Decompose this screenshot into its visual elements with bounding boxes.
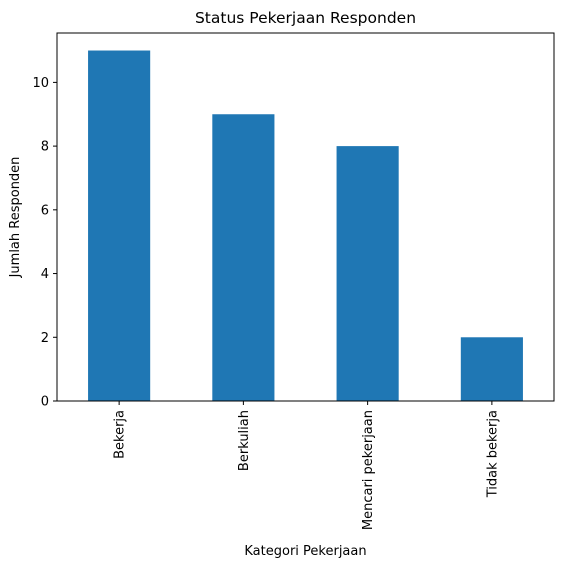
x-axis-ticks: Bekerja Berkuliah Mencari pekerjaan Tidak b…	[113, 401, 500, 530]
plot-frame	[56, 32, 555, 402]
y-tick-label: 6	[41, 203, 49, 218]
y-tick-label: 0	[41, 395, 49, 410]
y-tick-label: 2	[41, 331, 49, 346]
bars-layer	[88, 50, 523, 402]
x-tick-label: Mencari pekerjaan	[361, 410, 376, 530]
y-tick-label: 4	[41, 267, 49, 282]
x-tick-label: Tidak bekerja	[485, 410, 500, 498]
bar-3	[460, 337, 523, 401]
bar-2	[336, 146, 399, 401]
chart-title: Status Pekerjaan Responden	[195, 9, 416, 27]
bar-0	[88, 50, 151, 402]
y-tick-label: 8	[41, 140, 49, 155]
y-tick-label: 10	[32, 76, 49, 91]
y-axis-title: Jumlah Responden	[8, 157, 23, 279]
x-tick-label: Bekerja	[113, 410, 128, 459]
y-axis-ticks: 0 2 4 6 8 10	[32, 76, 57, 410]
x-axis-title: Kategori Pekerjaan	[244, 544, 366, 559]
bar-1	[212, 114, 275, 401]
x-tick-label: Berkuliah	[237, 410, 252, 471]
